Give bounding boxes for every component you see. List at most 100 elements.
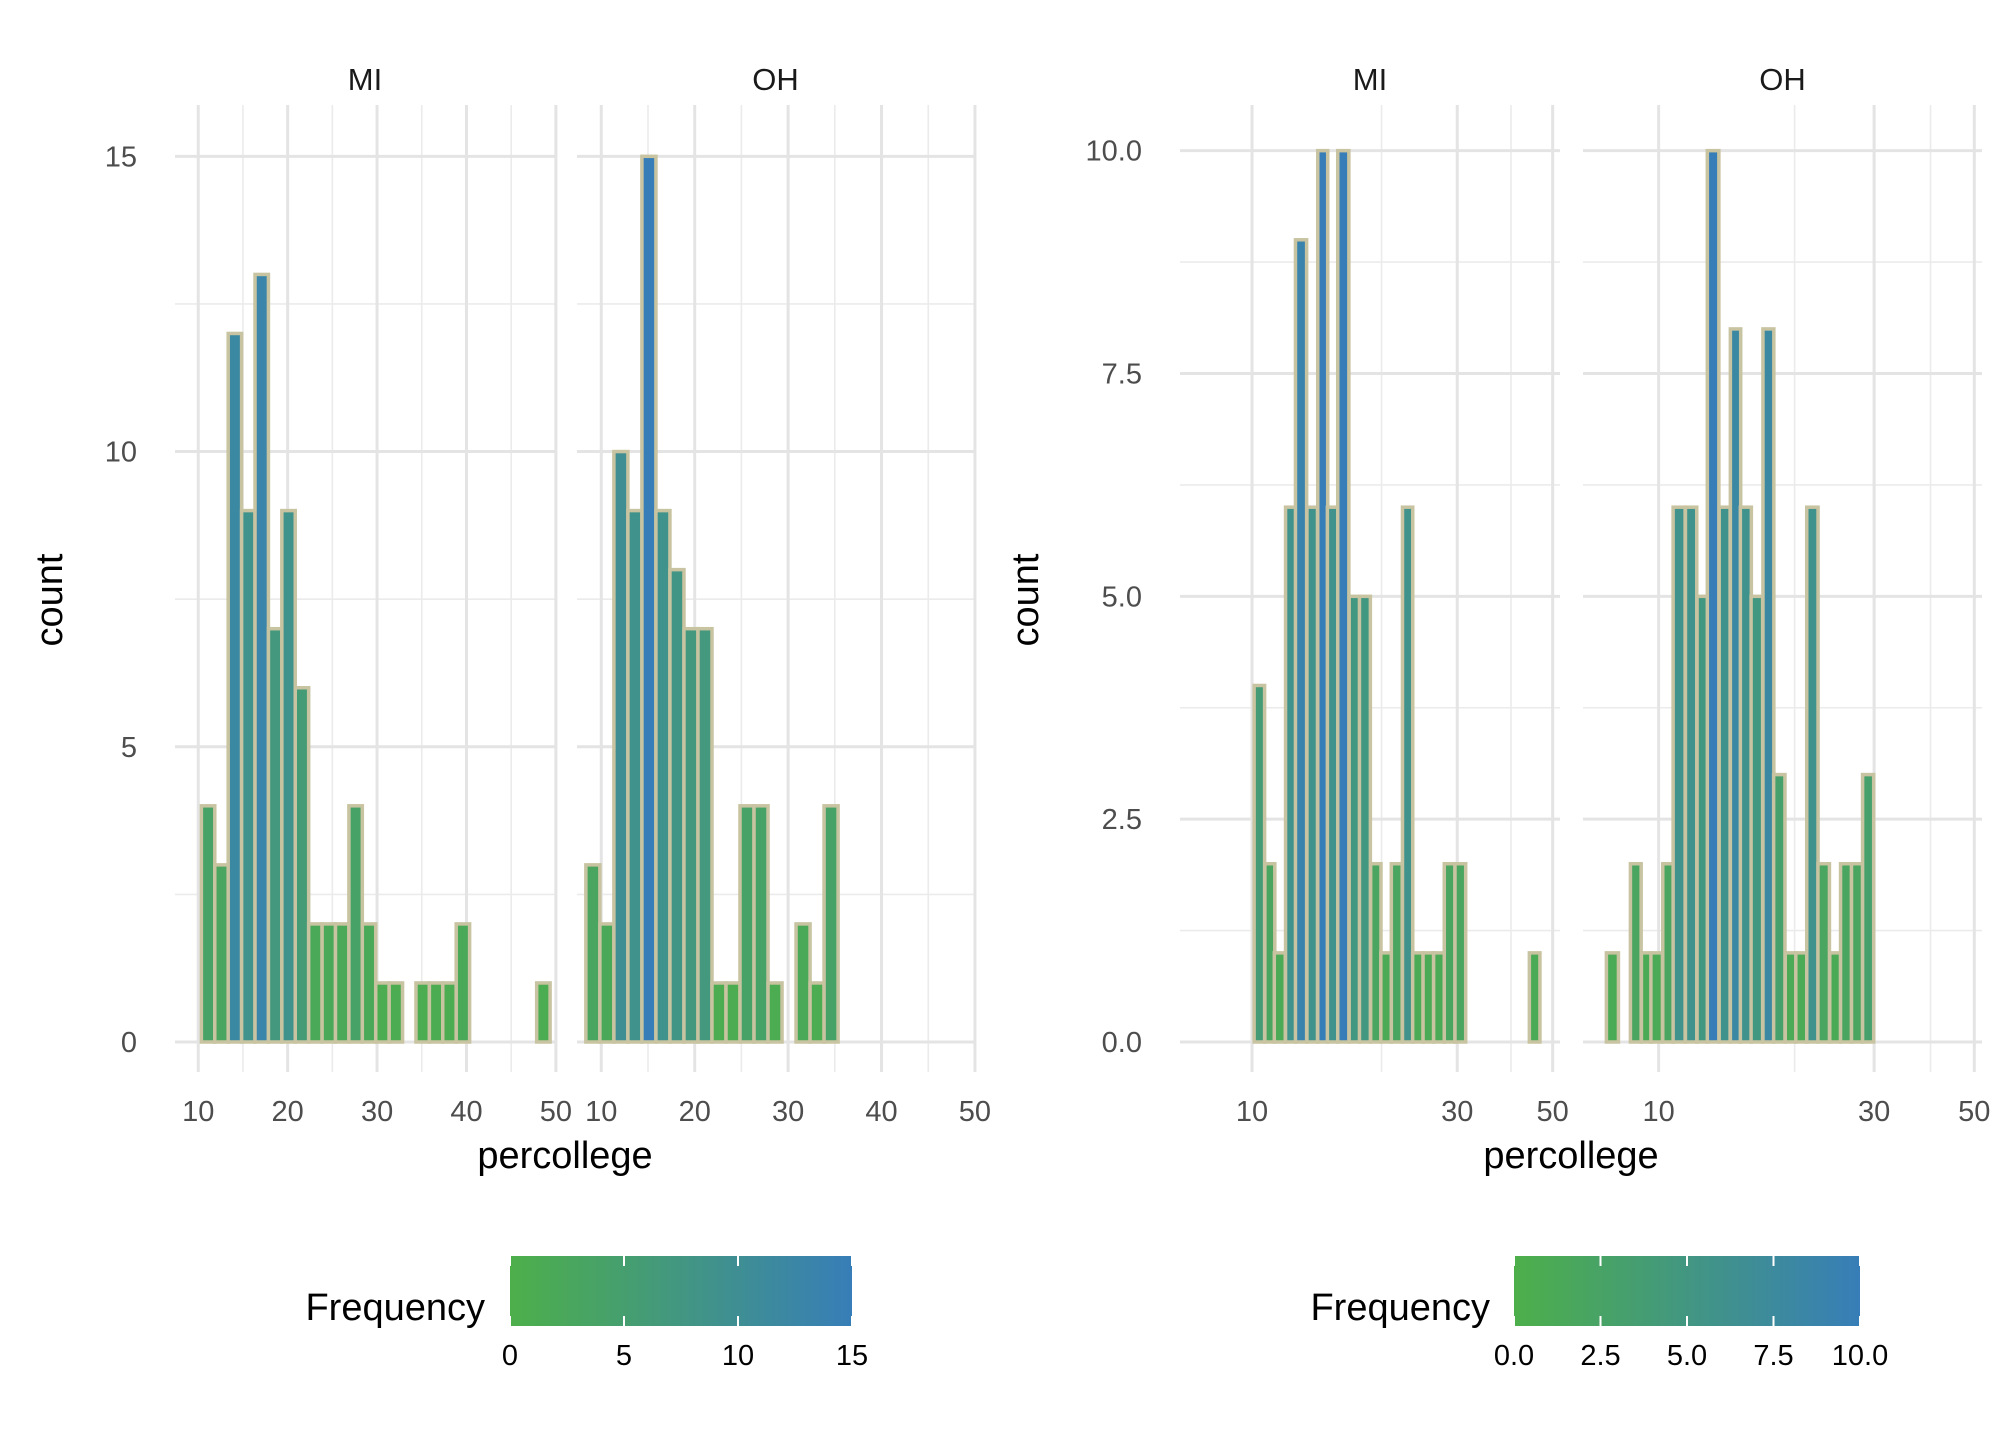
legend-colorbar — [1514, 1256, 1860, 1326]
histogram-bar — [347, 804, 365, 1044]
legend-tick-label: 5 — [616, 1340, 632, 1372]
facet-title-oh: OH — [752, 62, 799, 97]
histogram-bar — [266, 626, 284, 1044]
y-tick-label: 5.0 — [1102, 581, 1142, 613]
histogram-bar — [738, 804, 756, 1044]
legend-colorbar — [510, 1256, 852, 1326]
histogram-bar — [239, 508, 257, 1044]
histogram-bar — [1683, 505, 1699, 1044]
histogram-bar — [654, 508, 672, 1044]
x-tick-label: 10 — [182, 1096, 214, 1128]
histogram-bar — [1717, 505, 1732, 1044]
histogram-bar — [427, 981, 445, 1044]
histogram-bar — [584, 863, 602, 1044]
histogram-bar — [199, 804, 217, 1044]
histogram-bar — [280, 508, 298, 1044]
legend-tick-label: 15 — [836, 1340, 868, 1372]
x-tick-label: 30 — [772, 1096, 804, 1128]
histogram-bar — [373, 981, 391, 1044]
histogram-bar — [441, 981, 458, 1044]
histogram-bar — [1816, 861, 1832, 1044]
histogram-bar — [1604, 951, 1621, 1044]
legend-title: Frequency — [1310, 1287, 1490, 1329]
x-tick-label: 50 — [1958, 1096, 1990, 1128]
histogram-bar — [1357, 594, 1373, 1044]
y-axis-title: count — [1005, 553, 1047, 646]
histogram-bar — [1628, 861, 1643, 1044]
histogram-bar — [1671, 505, 1687, 1044]
y-tick-label: 7.5 — [1102, 358, 1142, 390]
x-tick-label: 30 — [1858, 1096, 1890, 1128]
y-tick-label: 0.0 — [1102, 1027, 1142, 1059]
histogram-bar — [1649, 951, 1665, 1044]
y-tick-label: 10.0 — [1086, 136, 1142, 168]
x-tick-label: 10 — [1236, 1096, 1268, 1128]
y-tick-label: 2.5 — [1102, 804, 1142, 836]
x-axis-title: percollege — [477, 1135, 652, 1177]
histogram-bar — [822, 804, 840, 1044]
histogram-bar — [387, 981, 405, 1044]
y-tick-label: 15 — [105, 141, 137, 173]
histogram-bar — [1749, 594, 1765, 1044]
histogram-bar — [710, 981, 728, 1044]
x-tick-label: 50 — [540, 1096, 572, 1128]
histogram-bar — [696, 626, 714, 1044]
x-tick-label: 50 — [959, 1096, 991, 1128]
histogram-bar — [808, 981, 826, 1044]
legend-tick-label: 7.5 — [1753, 1340, 1793, 1372]
facet-title-mi: MI — [1353, 62, 1387, 97]
facet-title-mi: MI — [348, 62, 382, 97]
facet-title-oh: OH — [1759, 62, 1806, 97]
histogram-bar — [226, 331, 244, 1044]
x-tick-label: 30 — [361, 1096, 393, 1128]
histogram-bar — [1860, 772, 1876, 1044]
legend-tick-label: 0.0 — [1494, 1340, 1534, 1372]
histogram-bar — [794, 922, 812, 1044]
histogram-bar — [1400, 505, 1415, 1044]
legend-tick-label: 5.0 — [1667, 1340, 1707, 1372]
histogram-bar — [253, 272, 271, 1044]
x-tick-label: 10 — [585, 1096, 617, 1128]
histogram-bar — [1804, 505, 1820, 1044]
x-tick-label: 10 — [1643, 1096, 1675, 1128]
histogram-bar — [668, 567, 686, 1044]
legend-tick-label: 2.5 — [1580, 1340, 1620, 1372]
histogram-bar — [320, 922, 338, 1044]
histogram-bar — [1272, 951, 1287, 1044]
x-tick-label: 30 — [1441, 1096, 1473, 1128]
histogram-bar — [612, 449, 630, 1044]
histogram-bar — [640, 154, 658, 1044]
x-axis-title: percollege — [1483, 1135, 1658, 1177]
histogram-bar — [1453, 861, 1468, 1044]
histogram-bar — [1252, 683, 1267, 1044]
histogram-bar — [293, 685, 311, 1044]
histogram-bar — [306, 922, 324, 1044]
histogram-bar — [598, 922, 616, 1044]
histogram-bar — [1705, 148, 1721, 1044]
histogram-bar — [1305, 505, 1320, 1044]
x-tick-label: 20 — [679, 1096, 711, 1128]
legend-tick-label: 10.0 — [1832, 1340, 1888, 1372]
histogram-bar — [682, 626, 700, 1044]
x-tick-label: 40 — [450, 1096, 482, 1128]
histogram-bar — [1527, 951, 1542, 1044]
histogram-bar — [1761, 327, 1776, 1044]
x-tick-label: 40 — [865, 1096, 897, 1128]
histogram-bar — [752, 804, 770, 1044]
histogram-bar — [454, 922, 472, 1044]
histogram-bar — [766, 981, 784, 1044]
y-axis-title: count — [29, 553, 71, 646]
y-tick-label: 5 — [121, 732, 137, 764]
histogram-bar — [1335, 148, 1351, 1044]
legend-tick-label: 0 — [502, 1340, 518, 1372]
x-tick-label: 20 — [272, 1096, 304, 1128]
legend-title: Frequency — [305, 1287, 485, 1329]
histogram-bar — [333, 922, 351, 1044]
histogram-bar — [534, 981, 552, 1044]
x-tick-label: 50 — [1537, 1096, 1569, 1128]
histogram-bar — [213, 863, 230, 1044]
y-tick-label: 0 — [121, 1027, 137, 1059]
histogram-bar — [1771, 772, 1787, 1044]
